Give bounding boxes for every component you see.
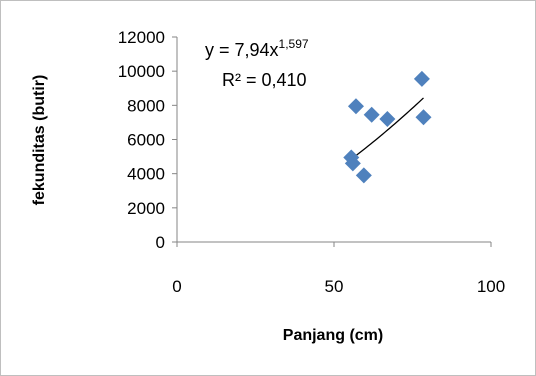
data-point — [347, 98, 364, 115]
x-tick-labels: 0 50 100 — [172, 277, 505, 296]
y-tick-label: 2000 — [127, 199, 165, 218]
x-tick-label: 50 — [325, 277, 344, 296]
y-tick-label: 10000 — [118, 62, 165, 81]
data-point — [415, 109, 432, 126]
data-points — [343, 70, 432, 184]
power-trendline — [350, 97, 424, 160]
x-tick-label: 100 — [477, 277, 505, 296]
y-tick-label: 0 — [156, 233, 165, 252]
x-axis-title: Panjang (cm) — [283, 327, 383, 344]
r-squared-label: R² = 0,410 — [222, 70, 307, 90]
data-point — [363, 106, 380, 123]
y-tick-labels: 0 2000 4000 6000 8000 10000 12000 — [118, 28, 165, 252]
x-tick-label: 0 — [172, 277, 181, 296]
equation-prefix: y = 7,94x — [205, 40, 279, 60]
y-tick-label: 8000 — [127, 96, 165, 115]
y-tick-label: 6000 — [127, 131, 165, 150]
trendline-equation: y = 7,94x1,597 — [205, 37, 309, 60]
data-point — [379, 111, 396, 127]
trendline-group — [350, 97, 424, 160]
data-point — [355, 167, 372, 184]
y-axis-title: fekunditas (butir) — [31, 75, 48, 206]
data-point — [413, 70, 430, 87]
equation-exponent: 1,597 — [279, 37, 309, 51]
axes — [172, 36, 492, 247]
y-tick-label: 4000 — [127, 165, 165, 184]
data-point — [344, 155, 361, 172]
y-tick-label: 12000 — [118, 28, 165, 47]
